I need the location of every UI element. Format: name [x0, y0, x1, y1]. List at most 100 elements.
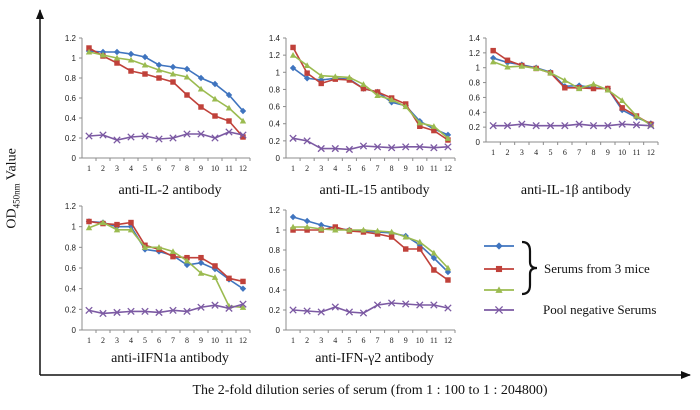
x-tick-label: 4 — [333, 164, 337, 173]
data-point — [197, 85, 205, 92]
data-point — [86, 218, 92, 225]
data-point — [445, 277, 451, 283]
y-tick-label: 1 — [476, 64, 481, 73]
data-point — [197, 130, 205, 138]
series-2 — [290, 224, 451, 283]
x-tick-label: 10 — [416, 164, 424, 173]
data-point — [590, 80, 597, 87]
data-point — [346, 74, 353, 80]
x-tick-label: 12 — [239, 164, 247, 173]
x-tick-label: 5 — [347, 336, 351, 345]
y-tick-label: 1 — [72, 223, 77, 232]
data-point — [575, 85, 583, 92]
series-line — [88, 131, 244, 141]
chart-panel-5: 00.20.40.60.811.21 2 3 4 5 6 7 8 9 10 11 12anti-IFN… — [269, 206, 456, 366]
data-point — [169, 134, 177, 142]
x-tick-label: 8 — [390, 164, 394, 173]
data-point — [430, 249, 438, 256]
data-point — [155, 61, 163, 69]
x-tick-label: 6 — [361, 164, 365, 173]
data-point — [99, 51, 107, 58]
panel-title: anti-IL-15 antibody — [319, 183, 429, 198]
y-tick-label: 1 — [72, 54, 77, 63]
x-tick-label: 6 — [157, 164, 161, 173]
data-point — [346, 77, 353, 83]
chart-panel-4: 00.20.40.60.811.21 2 3 4 5 6 7 8 9 10 11 12anti-iIF… — [65, 202, 251, 366]
y-tick-label: 0.2 — [65, 305, 77, 314]
data-point — [332, 226, 339, 233]
data-point — [318, 72, 325, 79]
legend-marker — [495, 242, 503, 250]
data-point — [183, 73, 191, 80]
series-line — [88, 47, 244, 138]
y-tick-label: 1.2 — [65, 34, 77, 43]
series-line — [292, 54, 449, 139]
data-point — [373, 143, 382, 151]
data-point — [387, 299, 396, 307]
data-point — [618, 97, 626, 103]
legend-marker — [494, 305, 504, 315]
x-tick-label: 9 — [404, 336, 408, 345]
data-point — [346, 226, 353, 233]
y-tick-label: 0 — [72, 326, 77, 335]
y-tick-label: 0 — [476, 138, 481, 147]
data-point — [604, 121, 612, 130]
data-point — [225, 304, 233, 312]
data-point — [289, 213, 297, 221]
data-point — [141, 307, 149, 316]
y-tick-label: 0.6 — [469, 93, 481, 102]
data-point — [431, 267, 437, 273]
data-point — [532, 65, 540, 72]
x-axis-label: The 2-fold dilution series of serum (fro… — [192, 383, 548, 398]
x-tick-label: 10 — [416, 336, 424, 345]
y-tick-label: 0 — [276, 326, 281, 335]
y-axis-label-suffix: Value — [4, 148, 20, 184]
y-tick-label: 0.6 — [269, 266, 281, 275]
x-tick-label: 6 — [157, 336, 161, 345]
x-tick-label: 7 — [376, 336, 380, 345]
data-point — [197, 303, 205, 311]
y-axis-label-main: OD — [4, 208, 20, 229]
data-point — [303, 62, 311, 68]
series-3 — [85, 219, 247, 310]
data-point — [239, 285, 247, 292]
series-4 — [289, 134, 452, 154]
data-point — [289, 64, 297, 72]
x-tick-label: 8 — [592, 148, 596, 157]
data-point — [127, 133, 135, 141]
data-point — [303, 137, 311, 145]
data-point — [183, 65, 191, 73]
series-1 — [289, 64, 452, 139]
y-axis-label: OD450nm Value — [5, 113, 22, 263]
x-tick-label: 1 — [491, 148, 495, 157]
data-point — [198, 104, 204, 110]
data-point — [239, 117, 247, 124]
data-point — [183, 130, 191, 138]
data-point — [345, 308, 354, 316]
y-tick-label: 0.6 — [65, 94, 77, 103]
data-point — [169, 306, 177, 315]
data-point — [604, 86, 612, 93]
data-point — [332, 73, 339, 80]
data-point — [359, 142, 368, 150]
x-tick-label: 8 — [185, 164, 189, 173]
data-point — [619, 105, 625, 111]
series-3 — [289, 223, 452, 271]
data-point — [489, 54, 497, 62]
data-point — [444, 304, 452, 312]
data-point — [127, 50, 135, 58]
data-point — [317, 144, 325, 153]
series-line — [88, 221, 244, 309]
legend-label-negative: Pool negative Serums — [543, 302, 656, 317]
data-point — [518, 120, 526, 128]
x-tick-label: 3 — [319, 336, 323, 345]
y-tick-label: 0 — [276, 154, 281, 163]
data-point — [547, 69, 554, 76]
data-point — [388, 96, 395, 103]
legend-entry-1 — [484, 242, 514, 250]
data-point — [402, 233, 409, 240]
y-tick-label: 0.8 — [65, 243, 77, 252]
data-point — [127, 226, 135, 233]
y-tick-label: 0.2 — [269, 306, 281, 315]
data-point — [155, 135, 163, 143]
